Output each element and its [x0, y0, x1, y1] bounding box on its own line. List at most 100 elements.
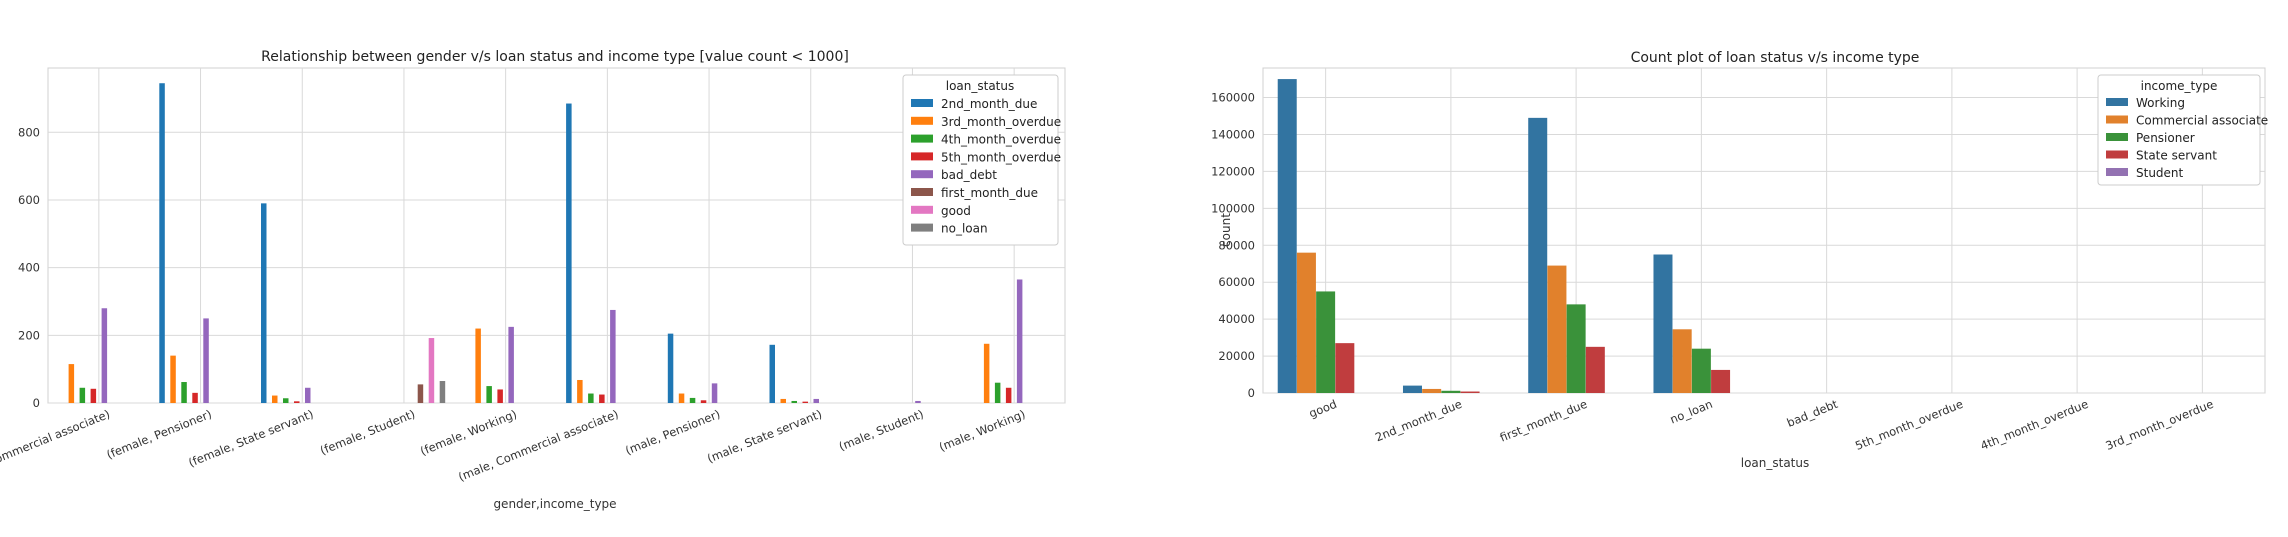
- chart-1-bar: [588, 393, 594, 403]
- chart-1-legend-entry: good: [941, 204, 971, 218]
- chart-1-legend-swatch: [911, 205, 933, 214]
- chart-1-legend-entry: 3rd_month_overdue: [941, 115, 1061, 129]
- chart-2-bar: [1711, 369, 1731, 393]
- chart-1-bar: [678, 393, 685, 403]
- chart-1-plot-area: [47, 67, 1066, 404]
- chart-1-legend-box: [902, 74, 1059, 246]
- chart-1-bar: [170, 355, 176, 403]
- chart-2-bar: [1316, 291, 1336, 393]
- chart-1-bar: [791, 400, 797, 403]
- chart-2-bar: [1691, 348, 1711, 393]
- chart-2-xtick-label: 3rd_month_overdue: [2104, 397, 2216, 453]
- chart-2-xtick-label: bad_debt: [1785, 397, 1840, 430]
- chart-2-ylabel: count: [1219, 213, 1233, 247]
- chart-1-bar: [577, 379, 583, 403]
- chart-1-xtick-label: (female, Working): [418, 407, 519, 459]
- chart-1-legend-swatch: [911, 223, 933, 232]
- chart-2-legend-entry: Working: [2136, 96, 2185, 110]
- chart-1-bar: [294, 401, 300, 403]
- chart-1-bar: [700, 400, 707, 403]
- chart-2-ytick-label: 100000: [1211, 201, 1255, 215]
- chart-1-xtick-label: (male, State servant): [705, 407, 824, 466]
- chart-1-bar: [203, 318, 209, 403]
- chart-2-bar: [1547, 265, 1567, 393]
- chart-1-xtick-label: (female, Commercial associate): [0, 407, 112, 488]
- chart-2-ytick-label: 140000: [1211, 127, 1255, 141]
- chart-1-legend-entry: 2nd_month_due: [941, 97, 1037, 111]
- chart-1-bar: [711, 383, 718, 403]
- chart-2-legend-swatch: [2106, 168, 2128, 176]
- chart-2-bar: [1335, 343, 1355, 393]
- chart-1-bar: [272, 395, 278, 403]
- chart-1-bar: [305, 387, 311, 403]
- chart-1-bar: [566, 103, 572, 403]
- chart-2-ytick-label: 40000: [1218, 312, 1255, 326]
- chart-1-ytick-label: 800: [18, 125, 40, 139]
- chart-1-legend: loan_status 2nd_month_due 3rd_month_overd…: [902, 74, 1061, 246]
- chart-1-bar: [417, 384, 424, 403]
- chart-1-ytick-label: 600: [18, 193, 40, 207]
- chart-1-xtick-label: (male, Working): [937, 407, 1027, 454]
- chart-1-bar: [1005, 387, 1012, 403]
- chart-1-bar: [994, 382, 1001, 403]
- chart-1-bar: [813, 398, 819, 403]
- chart-2-bar: [1566, 304, 1586, 393]
- chart-2-xtick-label: 2nd_month_due: [1373, 397, 1464, 445]
- chart-2-xtick-label: no_loan: [1668, 397, 1715, 427]
- chart-1-bar: [508, 326, 514, 403]
- chart-1-legend-entry: bad_debt: [941, 168, 997, 182]
- chart-1-xtick-label: (male, Commercial associate): [456, 407, 620, 484]
- chart-2-bar: [1402, 385, 1422, 393]
- chart-2-ytick-label: 160000: [1211, 91, 1255, 105]
- chart-2-bar: [1528, 117, 1548, 393]
- chart-2-legend-swatch: [2106, 150, 2128, 159]
- chart-2-xtick-label: good: [1307, 397, 1339, 421]
- chart-2-legend-swatch: [2106, 133, 2128, 141]
- chart-1-legend-entry: 5th_month_overdue: [941, 150, 1061, 164]
- chart-1-legend-title: loan_status: [946, 79, 1015, 93]
- chart-1-ytick-label: 200: [18, 328, 40, 342]
- chart-2-legend-entry: Student: [2136, 166, 2184, 180]
- chart-1-legend-entry: 4th_month_overdue: [941, 133, 1061, 147]
- chart-1-bar: [983, 343, 990, 403]
- chart-1-legend-entry: no_loan: [941, 222, 988, 236]
- chart-2-bar: [1296, 252, 1316, 393]
- chart-1-bar: [79, 387, 86, 403]
- chart-1: Relationship between gender v/s loan sta…: [0, 49, 1066, 511]
- chart-1-legend-swatch: [911, 116, 933, 125]
- chart-1-bar: [780, 398, 786, 403]
- chart-1-bar: [497, 389, 503, 403]
- chart-2-legend-entry: State servant: [2136, 149, 2217, 163]
- chart-2-bar: [1585, 346, 1605, 393]
- chart-1-title: Relationship between gender v/s loan sta…: [261, 49, 849, 65]
- chart-2-legend-swatch: [2106, 115, 2128, 124]
- chart-1-bar: [101, 308, 108, 403]
- chart-2-ytick-label: 80000: [1218, 238, 1255, 252]
- chart-1-bar: [667, 333, 674, 403]
- chart-1-bar: [439, 381, 446, 403]
- chart-2-ytick-label: 0: [1248, 386, 1255, 400]
- chart-1-bar: [90, 388, 97, 403]
- chart-1-ytick-label: 0: [33, 396, 40, 410]
- chart-1-bar: [181, 382, 187, 403]
- chart-2-bar: [1460, 391, 1480, 393]
- chart-1-bar: [428, 338, 435, 403]
- chart-1-bar: [159, 83, 165, 404]
- chart-2-ytick-label: 20000: [1218, 349, 1255, 363]
- chart-1-xtick-label: (male, Pensioner): [623, 407, 722, 458]
- chart-1-bar: [769, 344, 775, 403]
- chart-1-legend-swatch: [911, 99, 933, 107]
- chart-2-bar: [1422, 388, 1442, 393]
- chart-1-bar: [283, 398, 289, 403]
- chart-2-bar: [1277, 79, 1297, 394]
- chart-1-legend-entry: first_month_due: [941, 186, 1038, 200]
- chart-1-bar: [475, 328, 481, 403]
- chart-1-bar: [261, 203, 267, 403]
- chart-2-legend-box: [2097, 74, 2261, 186]
- chart-1-bar: [1016, 279, 1023, 403]
- chart-2-bar: [1672, 329, 1692, 393]
- chart-2: Count plot of loan status v/s income typ…: [1211, 50, 2268, 470]
- chart-2-legend-swatch: [2106, 98, 2128, 106]
- chart-2-xtick-label: 4th_month_overdue: [1978, 397, 2090, 453]
- chart-2-bar: [1653, 254, 1673, 393]
